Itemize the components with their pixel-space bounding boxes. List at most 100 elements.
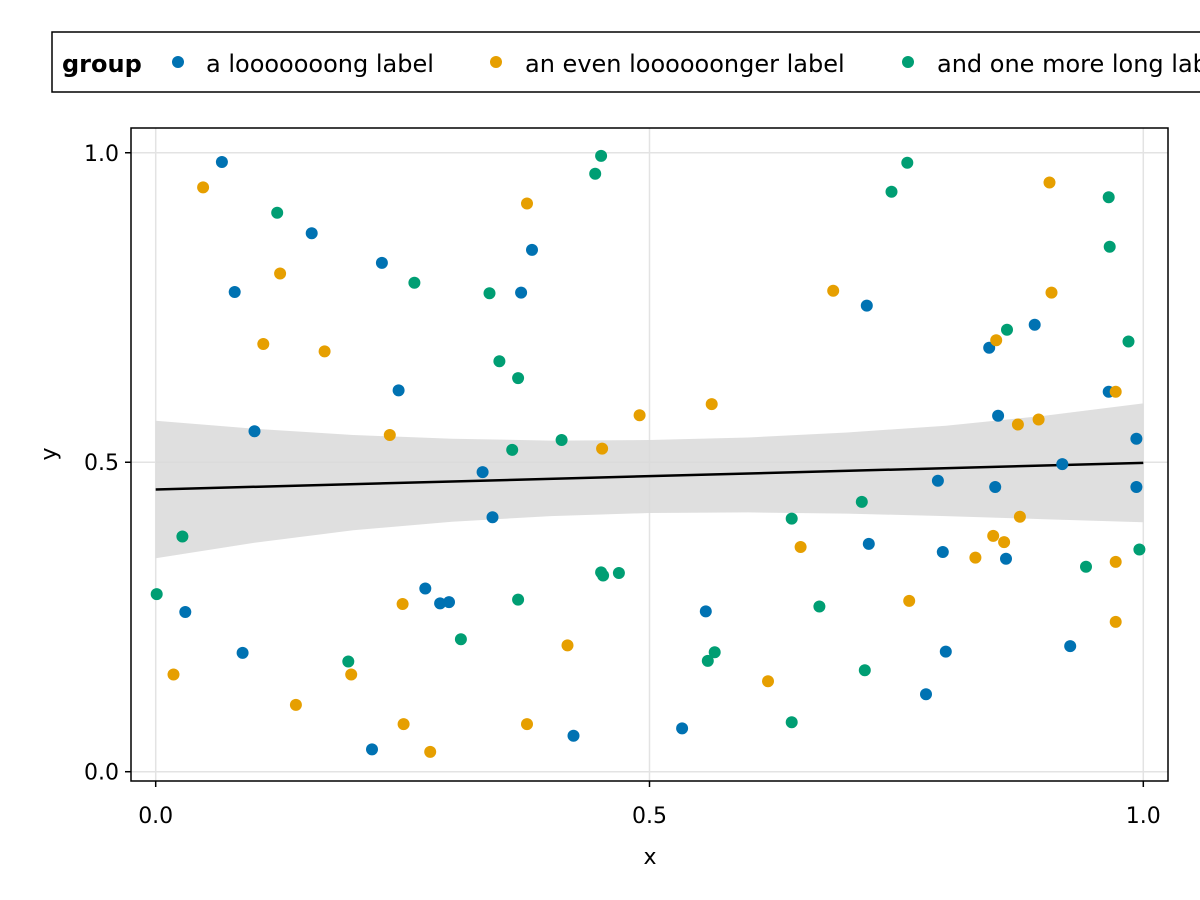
- data-point-series-3: [493, 355, 506, 368]
- data-point-series-1: [939, 645, 952, 658]
- y-tick-label: 0.5: [84, 451, 119, 476]
- data-point-series-3: [708, 646, 721, 659]
- data-point-series-1: [992, 409, 1005, 422]
- data-point-series-3: [597, 569, 610, 582]
- data-point-series-2: [1109, 555, 1122, 568]
- data-point-series-1: [931, 474, 944, 487]
- data-point-series-1: [366, 743, 378, 756]
- data-point-series-1: [375, 256, 388, 269]
- data-point-series-3: [506, 443, 519, 456]
- data-point-series-2: [794, 541, 807, 553]
- data-point-series-2: [705, 398, 718, 411]
- data-point-series-3: [885, 185, 898, 198]
- data-point-series-1: [1028, 318, 1041, 331]
- data-point-series-2: [521, 197, 533, 210]
- legend-box: [51, 31, 1200, 93]
- data-point-series-2: [633, 409, 646, 422]
- y-tick-label: 1.0: [84, 142, 119, 167]
- data-point-series-1: [215, 156, 228, 168]
- legend-entry-1: a looooooong label: [206, 50, 434, 78]
- x-tick-label: 0.0: [138, 804, 173, 829]
- confidence-band-layer: [155, 403, 1144, 559]
- data-point-series-2: [1013, 510, 1026, 523]
- y-axis-title: y: [37, 447, 62, 460]
- legend-entry-2: an even loooooonger label: [525, 50, 845, 78]
- data-point-series-2: [969, 551, 982, 564]
- data-point-series-3: [595, 149, 608, 162]
- data-point-series-2: [561, 639, 574, 652]
- data-point-series-2: [1109, 385, 1122, 398]
- data-point-series-1: [1064, 640, 1077, 653]
- data-point-series-1: [1000, 552, 1012, 565]
- data-point-series-3: [512, 372, 525, 385]
- regression-line: [155, 461, 1144, 491]
- data-point-series-3: [512, 593, 525, 606]
- data-point-series-1: [179, 606, 192, 618]
- data-point-series-2: [521, 718, 533, 731]
- x-tick-label: 0.5: [632, 804, 667, 829]
- data-points: [150, 149, 1146, 758]
- data-point-series-2: [396, 598, 409, 610]
- data-point-series-1: [1130, 481, 1143, 493]
- data-point-series-2: [397, 718, 410, 731]
- data-point-series-3: [855, 495, 868, 508]
- data-point-series-3: [408, 276, 421, 289]
- data-point-series-2: [903, 594, 916, 607]
- data-point-series-1: [676, 722, 689, 735]
- legend-marker-3: [902, 56, 914, 68]
- data-point-series-1: [567, 729, 580, 742]
- data-point-series-1: [443, 596, 455, 609]
- data-point-series-2: [762, 675, 774, 688]
- data-point-series-2: [424, 745, 437, 758]
- data-point-series-2: [274, 267, 287, 280]
- data-point-series-2: [1109, 615, 1122, 628]
- fit-line-layer: [155, 461, 1144, 491]
- data-point-series-1: [920, 688, 932, 701]
- data-point-series-3: [612, 567, 625, 579]
- y-tick-label: 0.0: [84, 761, 119, 786]
- legend-marker-1: [172, 56, 184, 68]
- data-point-series-3: [1122, 335, 1135, 348]
- data-point-series-2: [827, 284, 840, 297]
- data-point-series-2: [987, 529, 1000, 542]
- data-point-series-3: [271, 206, 284, 219]
- data-point-series-1: [236, 646, 249, 659]
- data-point-series-1: [860, 299, 873, 312]
- data-point-series-2: [1043, 176, 1056, 189]
- data-point-series-1: [936, 546, 949, 558]
- legend: group a looooooong label an even loooooo…: [51, 31, 1200, 93]
- data-point-series-1: [434, 597, 447, 610]
- data-point-series-2: [318, 345, 331, 358]
- data-point-series-1: [476, 466, 489, 479]
- legend-title: group: [62, 50, 142, 78]
- x-tick-label: 1.0: [1126, 804, 1161, 829]
- data-point-series-2: [257, 338, 270, 350]
- legend-entry-3: and one more long label: [937, 50, 1200, 78]
- data-point-series-3: [555, 434, 568, 446]
- data-point-series-2: [345, 668, 358, 681]
- legend-marker-2: [490, 56, 502, 68]
- data-point-series-3: [454, 633, 467, 646]
- data-point-series-2: [197, 181, 210, 194]
- data-point-series-1: [515, 286, 528, 299]
- data-point-series-3: [785, 512, 798, 525]
- axis-ticks: 0.0 0.5 1.0 0.0 0.5 1.0: [84, 142, 1161, 829]
- data-point-series-3: [176, 530, 189, 543]
- data-point-series-1: [228, 286, 241, 298]
- data-point-series-2: [289, 698, 302, 711]
- data-point-series-2: [1045, 286, 1058, 299]
- data-point-series-3: [342, 655, 355, 668]
- data-point-series-1: [699, 605, 712, 618]
- data-point-series-2: [1032, 413, 1045, 426]
- data-point-series-2: [990, 334, 1003, 347]
- data-point-series-1: [862, 537, 875, 550]
- x-axis-title: x: [643, 845, 656, 870]
- data-point-series-3: [150, 588, 163, 601]
- data-point-series-2: [383, 429, 396, 441]
- data-point-series-3: [785, 716, 798, 729]
- data-point-series-3: [589, 167, 602, 180]
- data-point-series-3: [1080, 560, 1092, 573]
- data-point-series-1: [419, 582, 432, 595]
- data-point-series-3: [483, 287, 496, 300]
